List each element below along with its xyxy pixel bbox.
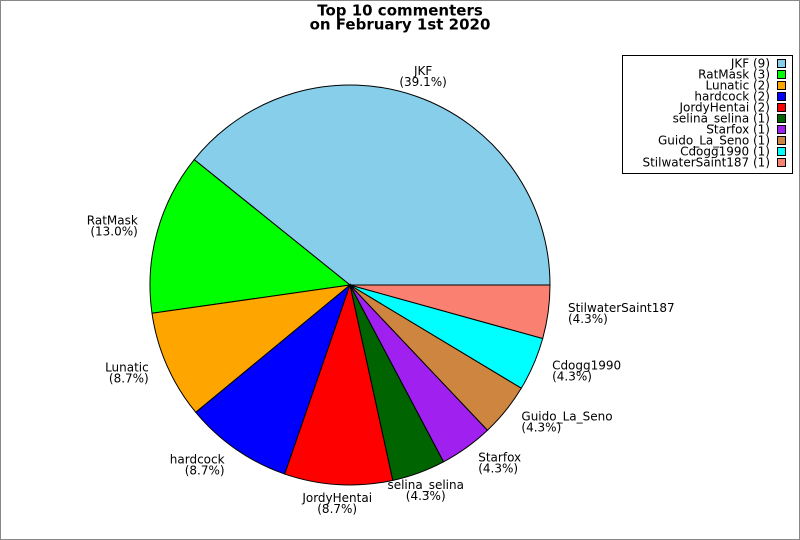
legend-swatch [777, 136, 786, 145]
legend-label: Lunatic (2) [706, 79, 771, 93]
legend-swatch [777, 59, 786, 68]
legend-swatch [777, 92, 786, 101]
legend-label: RatMask (3) [698, 68, 770, 82]
slice-value-label: (4.3%) [552, 369, 592, 383]
legend-swatch [777, 158, 786, 167]
legend-label: hardcock (2) [694, 90, 770, 104]
legend-swatch [777, 147, 786, 156]
slice-value-label: (4.3%) [478, 461, 518, 475]
legend-swatch [777, 114, 786, 123]
slice-value-label: (8.7%) [317, 502, 357, 516]
slice-label: Cdogg1990 [552, 358, 621, 372]
pie-slice [193, 84, 551, 286]
legend-label: Guido_La_Seno (1) [658, 134, 770, 148]
legend-swatch [777, 103, 786, 112]
legend-label: selina_selina (1) [673, 112, 770, 126]
slice-value-label: (4.3%) [521, 420, 561, 434]
legend-label: Cdogg1990 (1) [680, 145, 770, 159]
slice-label: Lunatic [105, 360, 149, 374]
slice-label: JordyHentai [301, 491, 372, 505]
slice-label: RatMask [87, 213, 138, 227]
pie-slice [151, 284, 352, 414]
legend-swatch [777, 70, 786, 79]
chart-title: Top 10 commenters [317, 2, 483, 20]
slice-value-label: (39.1%) [399, 75, 446, 89]
slice-value-label: (4.3%) [406, 489, 446, 503]
slice-label: selina_selina [387, 478, 464, 492]
slice-value-label: (13.0%) [90, 224, 137, 238]
legend-label: JordyHentai (2) [678, 101, 770, 115]
legend-swatch [777, 125, 786, 134]
chart-subtitle: on February 1st 2020 [310, 16, 491, 34]
legend-label: StilwaterSaint187 (1) [642, 156, 770, 170]
slice-label: Starfox [478, 450, 521, 464]
pie-slice [284, 283, 394, 486]
legend-swatch [777, 81, 786, 90]
legend-box [622, 55, 793, 174]
pie-slice [149, 158, 352, 314]
slice-value-label: (8.7%) [109, 371, 149, 385]
pie-slice [195, 283, 352, 475]
slice-label: JKF [413, 64, 432, 78]
slice-value-label: (8.7%) [185, 463, 225, 477]
slice-value-label: (4.3%) [568, 312, 608, 326]
legend-label: JKF (9) [730, 57, 770, 71]
slice-label: Guido_La_Seno [521, 409, 612, 423]
slice-label: StilwaterSaint187 [568, 301, 675, 315]
legend-label: Starfox (1) [706, 123, 770, 137]
pie-slice [349, 284, 551, 340]
slice-label: hardcock [170, 452, 225, 466]
